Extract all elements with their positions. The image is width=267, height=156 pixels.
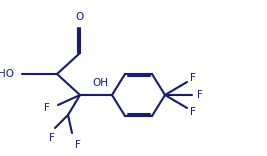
Text: F: F [49,133,55,143]
Text: F: F [75,140,81,150]
Text: F: F [190,107,196,117]
Text: HO: HO [0,69,14,79]
Text: F: F [44,103,50,113]
Text: O: O [76,12,84,22]
Text: F: F [197,90,203,100]
Text: F: F [190,73,196,83]
Text: OH: OH [92,78,108,88]
